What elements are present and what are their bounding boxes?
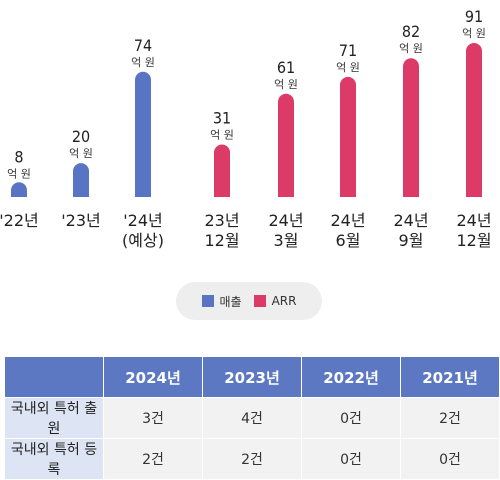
bar: [73, 163, 89, 197]
x-tick-label: 24년: [393, 211, 428, 230]
x-tick-label: '24년: [123, 211, 162, 230]
bar-value-label: 82: [402, 22, 420, 41]
x-tick-label: 12월: [456, 231, 491, 250]
x-tick-label: 6월: [336, 231, 361, 250]
bar-value-label: 91: [465, 7, 483, 26]
table-row-label: 국내외 특허 등록: [4, 438, 104, 480]
legend-label-arr: ARR: [271, 294, 297, 308]
bar-value-label: 8: [14, 147, 23, 166]
bar: [466, 43, 482, 197]
table-row: 국내외 특허 등록 2건 2건 0건 0건: [4, 438, 500, 480]
table-cell: 0건: [301, 438, 401, 480]
table-row-label: 국내외 특허 출원: [4, 397, 104, 439]
bar-unit-label: 억 원: [336, 61, 360, 74]
bar: [135, 71, 151, 197]
bar: [214, 144, 230, 197]
table-header-cell: 2022년: [301, 356, 401, 398]
x-tick-label: (예상): [122, 231, 164, 250]
bar-value-label: 20: [72, 127, 90, 146]
bar-unit-label: 억 원: [69, 147, 93, 160]
bar: [278, 93, 294, 197]
legend-item-arr: ARR: [253, 294, 297, 308]
table-cell: 3건: [103, 397, 203, 439]
x-tick-label: '23년: [61, 211, 100, 230]
table-cell: 4건: [202, 397, 302, 439]
bar-value-label: 74: [134, 36, 152, 55]
table-header-cell: 2023년: [202, 356, 302, 398]
bar-unit-label: 억 원: [399, 42, 423, 55]
x-tick-label: '22년: [0, 211, 39, 230]
bar-value-label: 31: [213, 109, 231, 128]
legend-swatch-revenue: [201, 295, 214, 307]
table-header-row: 2024년 2023년 2022년 2021년: [4, 356, 500, 398]
bar: [11, 182, 27, 197]
table-cell: 2건: [103, 438, 203, 480]
x-tick-label: 24년: [330, 211, 365, 230]
bar: [340, 76, 356, 197]
table-cell: 0건: [400, 438, 500, 480]
x-tick-label: 24년: [268, 211, 303, 230]
x-tick-label: 23년: [204, 211, 239, 230]
chart-legend: 매출 ARR: [176, 282, 322, 320]
bar-value-label: 71: [339, 41, 357, 60]
table-corner-cell: [4, 356, 104, 398]
bar-unit-label: 억 원: [462, 27, 486, 40]
table-header-cell: 2024년: [103, 356, 203, 398]
table-cell: 2건: [202, 438, 302, 480]
legend-label-revenue: 매출: [219, 294, 242, 309]
x-tick-label: 24년: [456, 211, 491, 230]
table-row: 국내외 특허 출원 3건 4건 0건 2건: [4, 397, 500, 439]
x-tick-label: 12월: [204, 231, 239, 250]
x-tick-label: 9월: [399, 231, 424, 250]
bar-unit-label: 억 원: [274, 78, 298, 91]
bar-unit-label: 억 원: [131, 56, 155, 69]
table-header-cell: 2021년: [400, 356, 500, 398]
bar: [403, 58, 419, 197]
patent-table: 2024년 2023년 2022년 2021년 국내외 특허 출원 3건 4건 …: [4, 356, 500, 480]
table-cell: 2건: [400, 397, 500, 439]
legend-swatch-arr: [253, 295, 266, 307]
bar-unit-label: 억 원: [7, 167, 31, 180]
bar-unit-label: 억 원: [210, 129, 234, 142]
x-tick-label: 3월: [274, 231, 299, 250]
bar-value-label: 61: [277, 58, 295, 77]
table-cell: 0건: [301, 397, 401, 439]
legend-item-revenue: 매출: [201, 293, 242, 310]
